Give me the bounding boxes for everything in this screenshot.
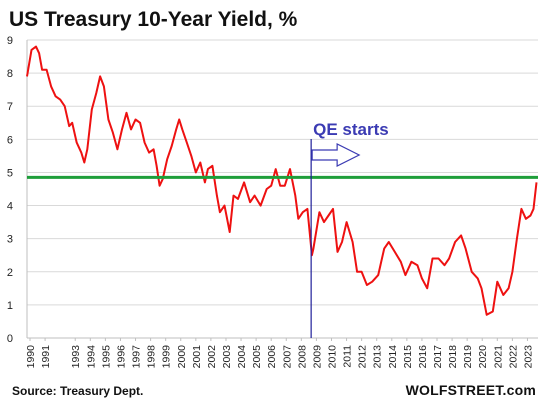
y-tick-label: 9 bbox=[7, 35, 13, 47]
x-tick-label: 2015 bbox=[402, 345, 414, 369]
qe-arrow-icon bbox=[311, 143, 361, 167]
y-tick-label: 0 bbox=[7, 333, 13, 345]
x-tick-label: 2014 bbox=[387, 345, 399, 369]
x-tick-label: 2016 bbox=[417, 345, 429, 369]
y-tick-label: 2 bbox=[7, 267, 13, 279]
x-tick-label: 1998 bbox=[146, 345, 158, 369]
series-layer bbox=[26, 45, 538, 316]
y-tick-label: 1 bbox=[7, 300, 13, 312]
brand-label: WOLFSTREET.com bbox=[405, 382, 536, 398]
yield-line bbox=[26, 45, 538, 316]
annotation-layer: QE starts bbox=[27, 120, 538, 338]
x-tick-label: 2019 bbox=[462, 345, 474, 369]
x-tick-label: 2022 bbox=[507, 345, 519, 369]
source-label: Source: Treasury Dept. bbox=[12, 384, 144, 398]
x-tick-label: 1996 bbox=[115, 345, 127, 369]
y-tick-label: 5 bbox=[7, 167, 13, 179]
x-tick-label: 2012 bbox=[357, 345, 369, 369]
x-tick-label: 1994 bbox=[85, 345, 97, 369]
x-tick-label: 2009 bbox=[311, 345, 323, 369]
x-tick-label: 2006 bbox=[266, 345, 278, 369]
chart-title: US Treasury 10-Year Yield, % bbox=[9, 8, 298, 31]
x-tick-label: 2003 bbox=[221, 345, 233, 369]
x-tick-label: 2000 bbox=[176, 345, 188, 369]
x-tick-label: 2023 bbox=[522, 345, 534, 369]
qe-annotation-label: QE starts bbox=[313, 120, 389, 139]
x-tick-label: 2004 bbox=[236, 345, 248, 369]
y-tick-label: 4 bbox=[7, 201, 13, 213]
y-tick-label: 6 bbox=[7, 134, 13, 146]
x-tick-label: 2018 bbox=[447, 345, 459, 369]
y-tick-label: 3 bbox=[7, 234, 13, 246]
x-tick-label: 2020 bbox=[477, 345, 489, 369]
x-tick-label: 2011 bbox=[342, 345, 354, 368]
y-tick-label: 8 bbox=[7, 68, 13, 80]
x-tick-label: 1991 bbox=[40, 345, 52, 369]
x-tick-label: 2021 bbox=[492, 345, 504, 369]
x-tick-label: 1990 bbox=[25, 345, 37, 369]
x-tick-label: 2010 bbox=[326, 345, 338, 369]
y-tick-label: 7 bbox=[7, 101, 13, 113]
x-tick-label: 2007 bbox=[281, 345, 293, 369]
x-tick-label: 2008 bbox=[296, 345, 308, 369]
x-tick-label: 2001 bbox=[191, 345, 203, 369]
x-tick-label: 2017 bbox=[432, 345, 444, 369]
x-tick-label: 2002 bbox=[206, 345, 218, 369]
x-tick-label: 1999 bbox=[161, 345, 173, 369]
x-tick-label: 1997 bbox=[131, 345, 143, 369]
x-tick-label: 2013 bbox=[372, 345, 384, 369]
x-tick-label: 2005 bbox=[251, 345, 263, 369]
x-tick-label: 1995 bbox=[100, 345, 112, 369]
x-tick-label: 1993 bbox=[70, 345, 82, 369]
